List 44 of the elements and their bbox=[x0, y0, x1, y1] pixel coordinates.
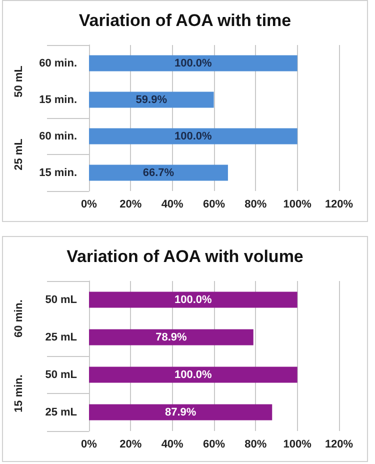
y-tick-label: 15 min. bbox=[39, 166, 77, 179]
x-tick-label: 40% bbox=[161, 198, 184, 210]
data-label: 100.0% bbox=[174, 130, 212, 142]
x-tick-label: 20% bbox=[120, 438, 142, 450]
x-tick-label: 40% bbox=[161, 438, 184, 450]
data-label: 59.9% bbox=[136, 94, 168, 106]
bar bbox=[89, 92, 214, 108]
bar bbox=[89, 329, 254, 346]
text: 50 mL bbox=[13, 65, 25, 98]
text: 60 min. bbox=[13, 300, 25, 338]
y-tick-label: 50 mL bbox=[45, 294, 78, 306]
x-tick-label: 120% bbox=[324, 438, 354, 450]
chart-title: Variation of AOA with time bbox=[78, 11, 292, 30]
text: 15 min. bbox=[13, 374, 25, 412]
x-tick-label: 80% bbox=[244, 198, 267, 210]
x-tick-label: 60% bbox=[202, 438, 226, 450]
data-label: 100.0% bbox=[174, 368, 212, 381]
bar bbox=[89, 292, 298, 308]
x-tick-label: 20% bbox=[120, 198, 142, 210]
bar bbox=[89, 366, 298, 383]
x-tick-label: 100% bbox=[283, 438, 312, 450]
y-tick-label: 50 mL bbox=[45, 368, 78, 381]
y-tick-label: 60 min. bbox=[39, 57, 77, 70]
x-tick-label: 100% bbox=[283, 198, 312, 210]
x-tick-label: 0% bbox=[81, 438, 98, 450]
x-tick-label: 0% bbox=[81, 198, 98, 210]
bar bbox=[89, 128, 298, 144]
y-tick-label: 25 mL bbox=[45, 331, 78, 344]
y-tick-label: 15 min. bbox=[39, 94, 77, 106]
bar bbox=[89, 164, 228, 181]
bar bbox=[89, 55, 298, 72]
data-label: 78.9% bbox=[156, 331, 187, 344]
data-label: 66.7% bbox=[142, 166, 174, 179]
bar bbox=[89, 404, 272, 420]
y-tick-label: 25 mL bbox=[45, 406, 78, 418]
y-tick-label: 60 min. bbox=[39, 130, 77, 142]
text: 25 mL bbox=[13, 138, 25, 170]
data-label: 87.9% bbox=[164, 406, 196, 418]
data-label: 100.0% bbox=[174, 57, 212, 70]
x-tick-label: 80% bbox=[244, 438, 267, 450]
data-label: 100.0% bbox=[174, 294, 212, 306]
x-tick-label: 60% bbox=[202, 198, 226, 210]
x-tick-label: 120% bbox=[324, 198, 354, 210]
chart-title: Variation of AOA with volume bbox=[66, 247, 304, 266]
